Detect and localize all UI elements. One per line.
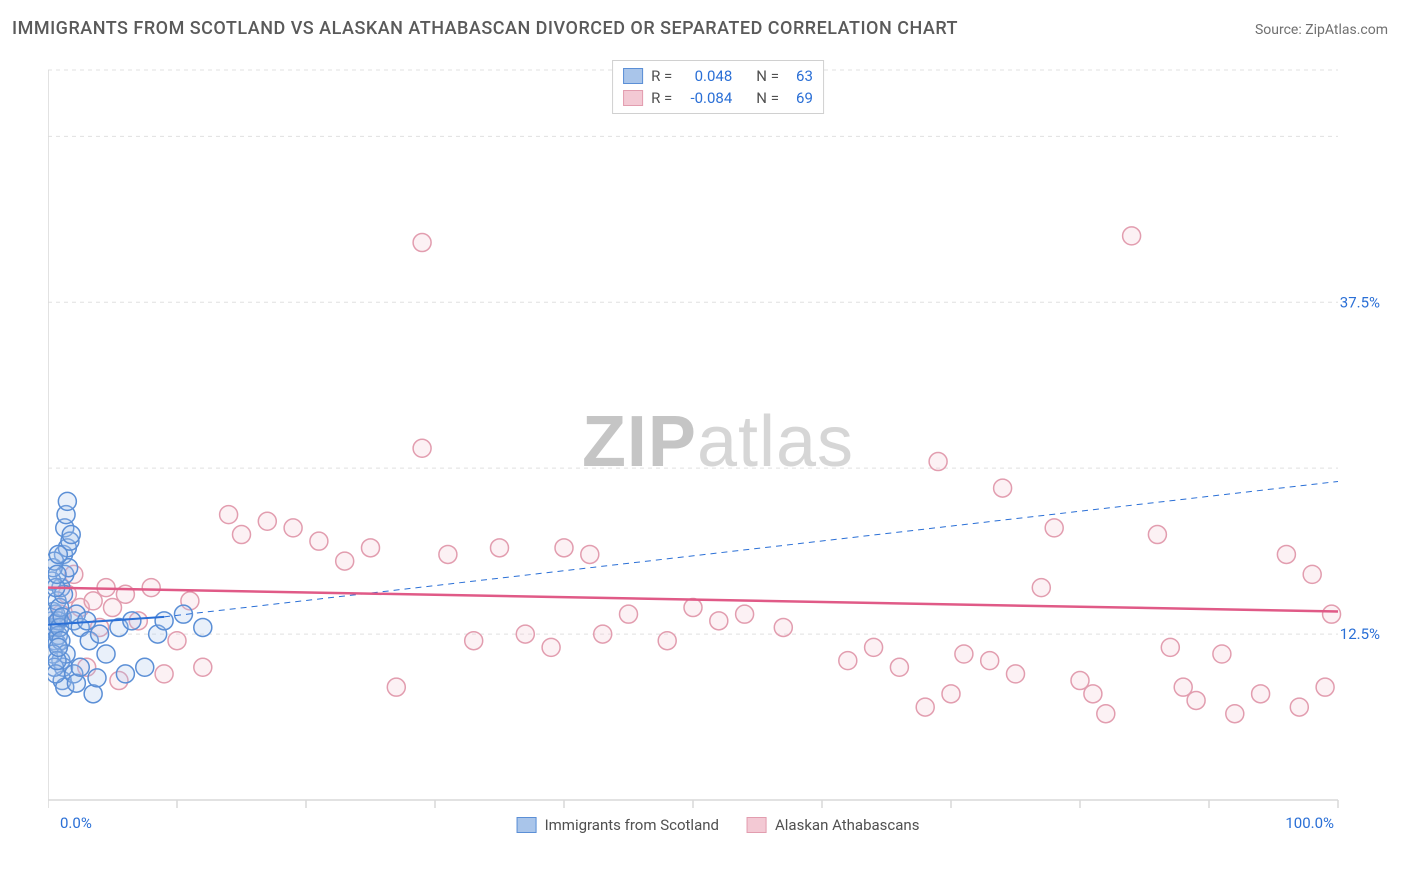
chart-title: IMMIGRANTS FROM SCOTLAND VS ALASKAN ATHA… bbox=[12, 18, 958, 39]
legend-correlation-row: R = -0.084 N = 69 bbox=[623, 87, 813, 109]
legend-series-label: Alaskan Athabascans bbox=[775, 816, 919, 834]
n-value: 69 bbox=[787, 87, 813, 109]
r-value: -0.084 bbox=[680, 87, 732, 109]
r-value: 0.048 bbox=[680, 65, 732, 87]
legend-series-item: Immigrants from Scotland bbox=[517, 816, 719, 834]
legend-swatch bbox=[623, 68, 643, 84]
n-label: N = bbox=[756, 87, 779, 109]
legend-swatch bbox=[747, 817, 767, 833]
legend-swatch bbox=[517, 817, 537, 833]
svg-text:12.5%: 12.5% bbox=[1340, 625, 1380, 643]
legend-correlation: R = 0.048 N = 63 R = -0.084 N = 69 bbox=[612, 60, 824, 114]
legend-series-item: Alaskan Athabascans bbox=[747, 816, 919, 834]
legend-correlation-row: R = 0.048 N = 63 bbox=[623, 65, 813, 87]
legend-series-label: Immigrants from Scotland bbox=[545, 816, 719, 834]
r-label: R = bbox=[651, 87, 672, 109]
n-value: 63 bbox=[787, 65, 813, 87]
svg-text:37.5%: 37.5% bbox=[1340, 293, 1380, 311]
svg-text:0.0%: 0.0% bbox=[60, 814, 92, 832]
svg-text:100.0%: 100.0% bbox=[1285, 814, 1334, 832]
chart-svg: 12.5% 37.5% 0.0% 100.0% bbox=[48, 60, 1388, 840]
source-label: Source: ZipAtlas.com bbox=[1255, 22, 1388, 38]
n-label: N = bbox=[756, 65, 779, 87]
plot-area: ZIPatlas 12.5%37.5%0.0%100.0% R =0.048N … bbox=[48, 60, 1388, 840]
r-label: R = bbox=[651, 65, 672, 87]
legend-swatch bbox=[623, 90, 643, 106]
legend-series: Immigrants from Scotland Alaskan Athabasc… bbox=[517, 816, 920, 834]
